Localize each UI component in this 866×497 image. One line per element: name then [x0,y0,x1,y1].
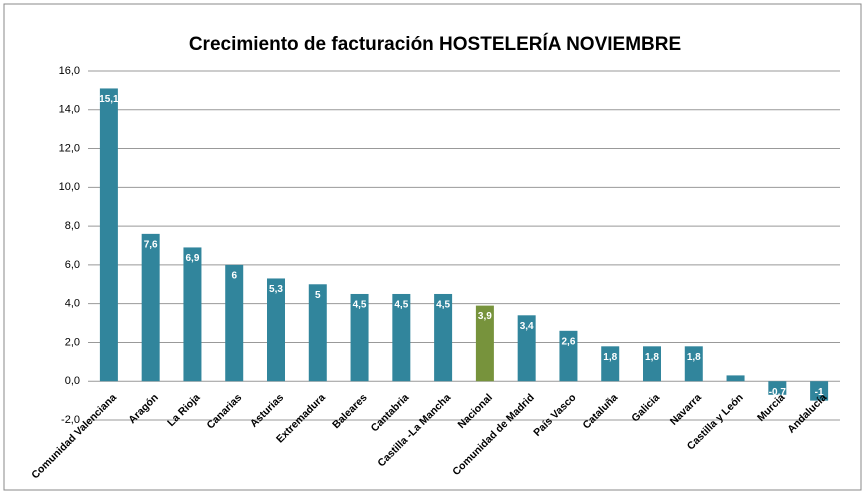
y-tick-label: 2,0 [65,336,80,348]
value-label: -0,7 [769,387,787,398]
bar [308,284,327,382]
value-label: 1,8 [687,352,701,363]
value-label: 1,8 [645,352,659,363]
value-label: -1 [815,387,824,398]
value-label: 2,6 [561,336,575,347]
y-tick-label: 8,0 [65,220,80,232]
bar [768,381,787,395]
bar [267,278,285,382]
y-tick-label: 16,0 [59,65,80,77]
bar [392,293,411,382]
bar [434,293,453,382]
value-label: 4,5 [436,300,450,311]
y-tick-label: 10,0 [59,181,80,193]
value-label: 3,9 [478,311,492,322]
value-label: 5 [315,290,321,301]
bar [601,346,620,382]
y-tick-label: 0,0 [65,375,80,387]
value-label: 3,4 [520,321,534,332]
y-tick-label: 14,0 [59,104,80,116]
y-tick-label: 4,0 [65,298,80,310]
bar [517,315,536,382]
value-label: 6,9 [185,253,199,264]
bar [726,375,745,382]
bar [643,346,661,382]
value-label: 6 [231,271,237,282]
y-tick-label: -2,0 [61,414,80,426]
chart-title: Crecimiento de facturación HOSTELERÍA NO… [189,33,681,55]
bar [350,293,369,382]
bar [559,330,578,382]
value-label: 5,3 [269,284,283,295]
value-label: 4,5 [394,300,408,311]
value-label: 0,3 [729,381,743,392]
value-label: 4,5 [353,300,367,311]
bar [810,381,829,401]
bar [183,247,202,382]
y-tick-label: 6,0 [65,259,80,271]
value-label: 1,8 [603,352,617,363]
value-label: 7,6 [144,240,158,251]
bar [684,346,703,382]
bar [141,233,160,382]
bar [225,264,244,382]
bar [99,88,118,382]
value-label: 15,1 [99,94,119,105]
bar [475,305,494,382]
y-tick-label: 12,0 [59,142,80,154]
